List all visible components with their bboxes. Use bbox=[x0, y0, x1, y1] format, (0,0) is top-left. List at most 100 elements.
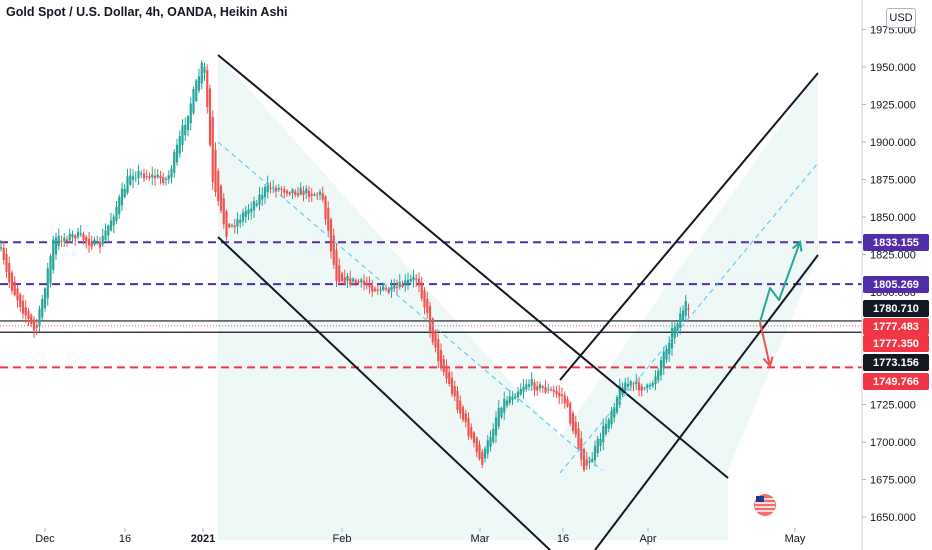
candle-body-156 bbox=[428, 306, 432, 332]
candle-body-186 bbox=[511, 396, 514, 400]
price-label-box-1 bbox=[863, 276, 929, 293]
candle-body-13 bbox=[35, 325, 38, 328]
projection-arrows bbox=[759, 240, 803, 369]
price-tick-6: 1825.000 bbox=[870, 250, 916, 262]
candle-body-67 bbox=[184, 124, 187, 136]
candle-body-205 bbox=[563, 395, 566, 404]
candle-body-31 bbox=[85, 236, 88, 242]
candle-body-15 bbox=[41, 298, 44, 318]
candle-body-176 bbox=[483, 448, 487, 459]
price-label-6: 1749.766 bbox=[873, 376, 919, 388]
price-axis[interactable]: 1975.0001950.0001925.0001900.0001875.000… bbox=[861, 0, 932, 550]
candle-body-183 bbox=[503, 398, 506, 413]
candle-body-48 bbox=[131, 176, 135, 181]
down-channel-fill-lower bbox=[560, 437, 728, 540]
price-label-box-0 bbox=[863, 234, 929, 251]
candle-body-88 bbox=[241, 212, 245, 222]
candle-body-81 bbox=[222, 198, 225, 225]
candle-body-231 bbox=[635, 381, 638, 384]
candle-body-123 bbox=[338, 265, 341, 283]
price-label-box-6 bbox=[863, 373, 929, 390]
candle-body-223 bbox=[613, 407, 616, 418]
candle-body-30 bbox=[82, 233, 85, 241]
candle-body-221 bbox=[607, 419, 610, 429]
candle-body-174 bbox=[478, 444, 481, 459]
candle-body-100 bbox=[274, 187, 278, 192]
candle-body-55 bbox=[151, 174, 154, 178]
candle-body-115 bbox=[316, 194, 319, 196]
candle-body-138 bbox=[379, 289, 382, 291]
candle-body-210 bbox=[577, 428, 580, 449]
candle-body-238 bbox=[654, 376, 657, 385]
candle-body-52 bbox=[142, 173, 146, 179]
candle-body-116 bbox=[318, 191, 322, 195]
candle-body-110 bbox=[302, 191, 305, 196]
candle-body-60 bbox=[164, 178, 168, 181]
horizontal-levels bbox=[0, 241, 862, 369]
candle-body-44 bbox=[120, 188, 124, 206]
candle-body-185 bbox=[508, 396, 511, 404]
time-tick-7: May bbox=[785, 533, 806, 545]
candle-body-167 bbox=[459, 400, 462, 414]
trend-channels bbox=[217, 54, 819, 550]
candle-body-187 bbox=[514, 396, 517, 399]
candle-body-247 bbox=[679, 313, 682, 329]
candle-body-92 bbox=[252, 201, 256, 211]
candle-body-4 bbox=[10, 272, 14, 291]
candle-body-179 bbox=[492, 428, 495, 442]
candle-body-168 bbox=[461, 406, 465, 420]
candle-body-154 bbox=[423, 290, 426, 308]
price-label-2: 1780.710 bbox=[873, 303, 919, 315]
candle-body-248 bbox=[681, 310, 685, 321]
candle-body-22 bbox=[60, 240, 63, 242]
candle-body-151 bbox=[415, 278, 418, 280]
candle-body-1 bbox=[2, 247, 5, 261]
candle-body-144 bbox=[395, 286, 399, 288]
candle-body-202 bbox=[555, 390, 558, 395]
candle-body-177 bbox=[486, 440, 489, 454]
up-channel-fill bbox=[560, 73, 818, 470]
candle-body-191 bbox=[525, 384, 528, 390]
candle-body-87 bbox=[239, 219, 242, 223]
candle-body-37 bbox=[101, 235, 104, 245]
time-tick-2: 2021 bbox=[191, 533, 215, 545]
arrow-down-target-head bbox=[763, 356, 774, 369]
price-label-box-5 bbox=[863, 354, 929, 371]
candle-body-133 bbox=[365, 282, 368, 286]
candle-body-104 bbox=[285, 190, 289, 194]
candle-body-113 bbox=[310, 194, 313, 196]
candle-body-233 bbox=[640, 386, 643, 391]
arrow-down-target bbox=[759, 321, 771, 367]
time-tick-4: Mar bbox=[471, 533, 490, 545]
symbol-title: Gold Spot / U.S. Dollar, 4h, OANDA, Heik… bbox=[6, 5, 288, 19]
currency-button[interactable]: USD bbox=[886, 8, 916, 28]
candle-body-208 bbox=[571, 413, 575, 431]
candle-body-82 bbox=[225, 211, 228, 237]
candle-body-71 bbox=[195, 80, 198, 102]
candle-body-137 bbox=[376, 289, 379, 291]
price-label-5: 1773.156 bbox=[873, 357, 919, 369]
tradingview-logo bbox=[754, 494, 776, 516]
candle-body-136 bbox=[373, 288, 377, 291]
time-tick-0: Dec bbox=[35, 533, 55, 545]
price-tick-2: 1925.000 bbox=[870, 100, 916, 112]
candle-body-212 bbox=[582, 449, 586, 470]
candle-body-172 bbox=[472, 432, 476, 443]
candle-body-90 bbox=[247, 209, 250, 214]
candle-body-85 bbox=[233, 225, 236, 228]
price-tick-10: 1725.000 bbox=[870, 400, 916, 412]
candle-body-107 bbox=[294, 191, 297, 195]
candle-body-86 bbox=[236, 219, 239, 227]
candle-body-129 bbox=[354, 280, 357, 284]
time-axis[interactable]: Dec 16 2021 Feb Mar 16 Apr May bbox=[35, 528, 806, 545]
candle-body-103 bbox=[283, 189, 286, 193]
candle-body-147 bbox=[404, 280, 407, 286]
candle-body-96 bbox=[263, 186, 267, 198]
candle-body-105 bbox=[288, 192, 291, 195]
candle-body-217 bbox=[596, 438, 599, 454]
candle-body-58 bbox=[159, 175, 162, 179]
candle-body-69 bbox=[189, 103, 192, 124]
candle-body-97 bbox=[266, 183, 269, 193]
candle-body-249 bbox=[684, 301, 687, 316]
